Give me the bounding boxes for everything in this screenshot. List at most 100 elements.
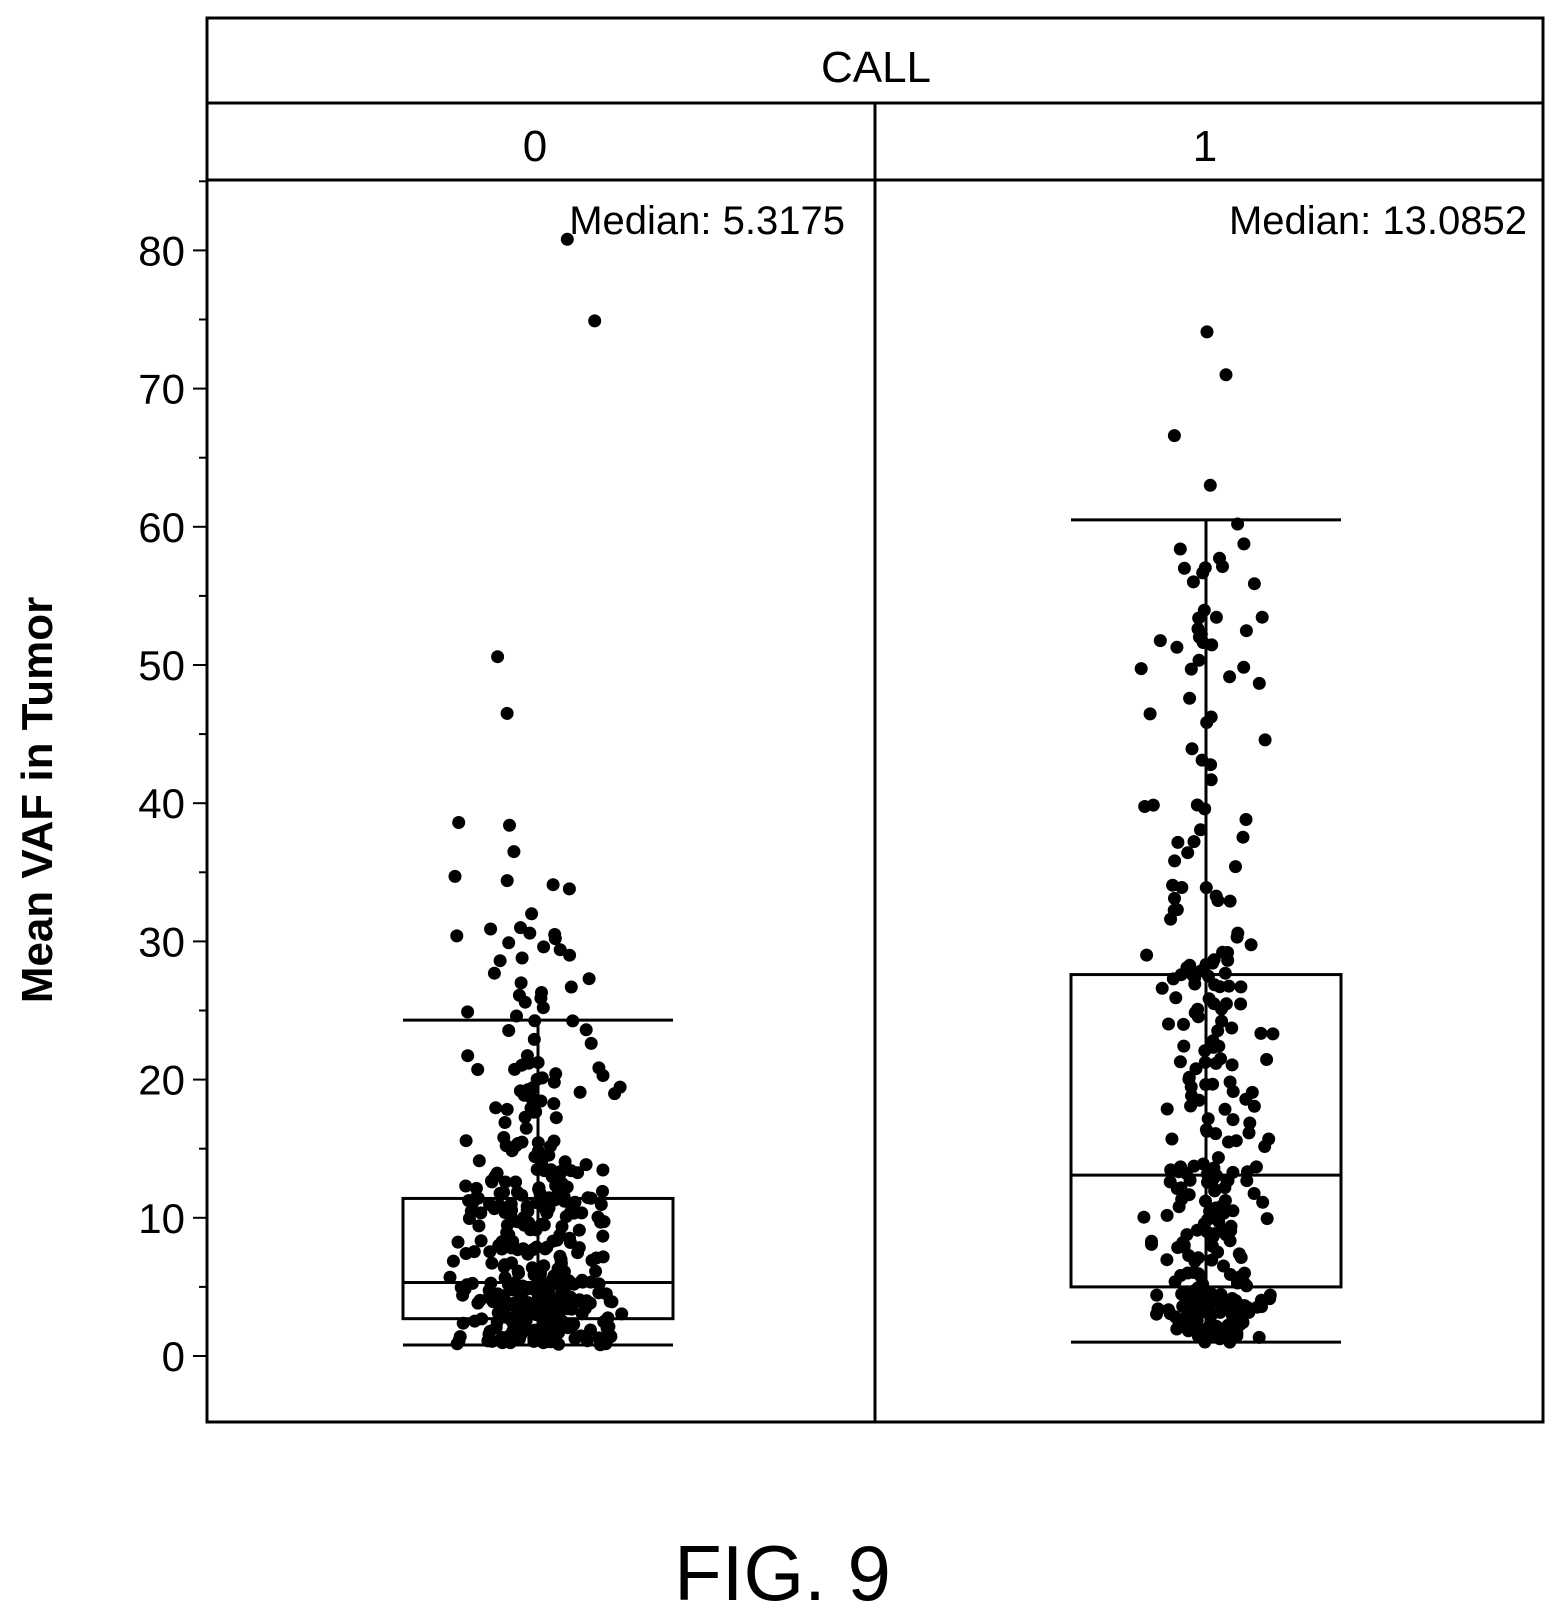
data-point bbox=[1169, 991, 1183, 1005]
data-point bbox=[1177, 1238, 1191, 1252]
data-point bbox=[1174, 968, 1188, 982]
data-point bbox=[525, 1081, 539, 1095]
data-point bbox=[1218, 1194, 1232, 1207]
data-point bbox=[531, 1136, 545, 1150]
data-point bbox=[1153, 634, 1167, 648]
y-axis-label: Mean VAF in Tumor bbox=[13, 597, 62, 1004]
data-point bbox=[1184, 662, 1198, 676]
data-point bbox=[573, 1085, 587, 1099]
data-point bbox=[491, 1306, 505, 1320]
data-point bbox=[554, 1166, 567, 1180]
data-point bbox=[483, 1245, 497, 1259]
data-point bbox=[1188, 971, 1202, 985]
data-point bbox=[562, 882, 576, 896]
data-point bbox=[566, 1014, 580, 1028]
data-point bbox=[511, 1264, 525, 1278]
data-point bbox=[510, 1185, 524, 1199]
data-point bbox=[462, 1212, 476, 1225]
data-point bbox=[1171, 835, 1185, 849]
data-point bbox=[1220, 1329, 1234, 1343]
data-point bbox=[1215, 1014, 1229, 1028]
data-point bbox=[1168, 1275, 1182, 1289]
data-point bbox=[605, 1295, 619, 1309]
data-point bbox=[1167, 429, 1181, 443]
data-point bbox=[484, 922, 498, 936]
data-point bbox=[1191, 622, 1205, 636]
figure-caption: FIG. 9 bbox=[674, 1529, 891, 1617]
data-point bbox=[1226, 1085, 1240, 1098]
data-point bbox=[560, 232, 574, 246]
data-point bbox=[1170, 640, 1184, 654]
data-point bbox=[1176, 1299, 1190, 1313]
data-point bbox=[489, 1101, 503, 1115]
data-point bbox=[1216, 945, 1230, 959]
data-point bbox=[549, 1176, 563, 1190]
data-point bbox=[528, 1150, 542, 1164]
plot-frame bbox=[205, 16, 1545, 1424]
data-point bbox=[528, 1014, 542, 1028]
data-point bbox=[459, 1179, 473, 1193]
data-point bbox=[502, 1024, 516, 1037]
data-point bbox=[471, 1063, 485, 1076]
data-point bbox=[474, 1234, 488, 1248]
data-point bbox=[558, 1155, 572, 1169]
data-point bbox=[1256, 1195, 1270, 1209]
data-point bbox=[547, 1075, 561, 1089]
data-point bbox=[443, 1270, 457, 1284]
data-point bbox=[574, 1329, 588, 1343]
scatter-points-layer bbox=[443, 232, 1280, 1352]
data-point bbox=[493, 954, 507, 968]
data-point bbox=[1177, 1017, 1190, 1031]
data-point bbox=[1216, 560, 1229, 573]
data-point bbox=[519, 1121, 533, 1135]
data-point bbox=[579, 1158, 593, 1172]
data-point bbox=[1239, 813, 1253, 826]
data-point bbox=[1236, 830, 1250, 844]
data-point bbox=[541, 1298, 555, 1312]
data-point bbox=[1258, 733, 1272, 747]
data-point bbox=[1198, 561, 1212, 575]
data-point bbox=[585, 1253, 599, 1267]
median-annotation-0: Median: 5.3175 bbox=[569, 199, 845, 243]
data-point bbox=[1209, 889, 1223, 903]
data-point bbox=[1191, 1251, 1205, 1265]
data-point bbox=[1223, 894, 1237, 908]
data-point bbox=[548, 1271, 562, 1284]
data-point bbox=[1207, 1161, 1221, 1175]
data-point bbox=[518, 995, 532, 1009]
data-point bbox=[530, 1324, 544, 1338]
data-point bbox=[536, 1001, 550, 1015]
data-point bbox=[1177, 561, 1191, 575]
data-point bbox=[1183, 691, 1197, 705]
data-point bbox=[1247, 1187, 1261, 1200]
data-point bbox=[1140, 948, 1154, 962]
data-point bbox=[522, 1056, 536, 1070]
data-point bbox=[471, 1296, 485, 1310]
data-point bbox=[483, 1324, 497, 1338]
data-point bbox=[1254, 1026, 1268, 1040]
data-point bbox=[514, 1281, 528, 1295]
data-point bbox=[1252, 1330, 1266, 1344]
data-point bbox=[575, 1273, 589, 1287]
median-annotation-1: Median: 13.0852 bbox=[1229, 199, 1527, 243]
data-point bbox=[1164, 912, 1178, 926]
facet-title: CALL bbox=[821, 43, 931, 92]
data-point bbox=[1160, 1253, 1174, 1267]
data-point bbox=[537, 940, 551, 954]
data-point bbox=[1194, 823, 1207, 837]
data-point bbox=[604, 1330, 618, 1343]
data-point bbox=[493, 1186, 507, 1200]
data-point bbox=[1185, 742, 1199, 756]
data-point bbox=[554, 1252, 568, 1266]
data-point bbox=[593, 1338, 607, 1352]
data-point bbox=[1192, 1093, 1206, 1107]
data-point bbox=[1173, 542, 1187, 556]
data-point bbox=[1255, 610, 1269, 624]
data-point bbox=[467, 1245, 481, 1259]
data-point bbox=[1260, 1212, 1274, 1226]
data-point bbox=[1240, 1174, 1254, 1188]
data-point bbox=[1138, 800, 1152, 813]
data-point bbox=[515, 951, 529, 965]
data-point bbox=[498, 1116, 512, 1129]
data-point bbox=[596, 1184, 609, 1198]
